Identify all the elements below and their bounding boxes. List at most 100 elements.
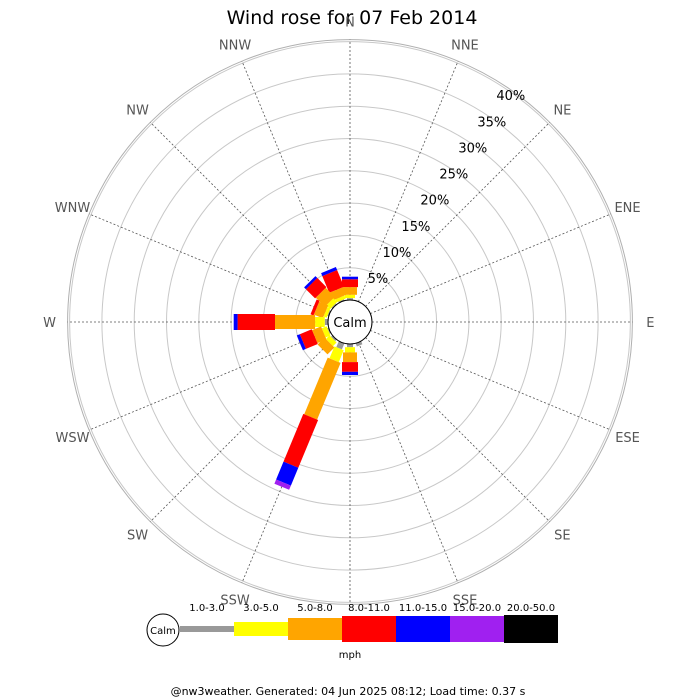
bar-n-1.0-3.0 — [347, 298, 353, 300]
legend-swatch-15.0-20.0 — [450, 616, 504, 642]
bar-s-8.0-11.0 — [342, 362, 358, 372]
direction-label-sse: SSE — [453, 594, 478, 609]
legend-label-11.0-15.0: 11.0-15.0 — [399, 603, 447, 614]
legend-calm-label: Calm — [150, 626, 176, 637]
spoke-sse — [358, 342, 459, 584]
bar-wsw-11.0-15.0 — [296, 334, 306, 351]
ring-label-10: 10% — [382, 246, 411, 261]
bar-nnw-8.0-11.0 — [322, 270, 344, 293]
bar-ssw-5.0-8.0 — [304, 357, 341, 420]
bar-nnw-1.0-3.0 — [338, 299, 345, 303]
spoke-sw — [150, 337, 335, 522]
legend-swatch-1.0-3.0 — [180, 626, 234, 632]
direction-label-ene: ENE — [614, 201, 640, 216]
bar-nnw-3.0-5.0 — [335, 295, 346, 303]
bar-nw-3.0-5.0 — [326, 298, 338, 310]
spoke-se — [365, 337, 550, 522]
direction-spokes — [67, 39, 633, 605]
spoke-ene — [370, 213, 612, 314]
bar-nw-8.0-11.0 — [305, 277, 327, 299]
bar-wsw-1.0-3.0 — [327, 327, 331, 334]
bar-ssw-3.0-5.0 — [329, 346, 344, 363]
direction-labels: NNNENEENEEESESESSESSSWSWWSWWWNWNWNNW — [43, 16, 654, 632]
calm-label: Calm — [333, 316, 366, 331]
bar-s-11.0-15.0 — [342, 371, 358, 375]
legend-label-5.0-8.0: 5.0-8.0 — [297, 603, 332, 614]
direction-label-ne: NE — [553, 104, 571, 119]
legend-label-3.0-5.0: 3.0-5.0 — [243, 603, 278, 614]
legend-unit: mph — [339, 650, 361, 661]
bar-w-5.0-8.0 — [275, 315, 316, 329]
ring-labels: 5% 10% 15% 20% 25% 30% 35% 40% — [368, 89, 526, 287]
legend-swatch-8.0-11.0 — [342, 616, 396, 642]
bar-ssw-8.0-11.0 — [283, 413, 319, 468]
legend-swatch-20.0-50.0 — [504, 615, 558, 643]
spoke-wnw — [88, 213, 330, 314]
legend-label-1.0-3.0: 1.0-3.0 — [189, 603, 224, 614]
chart-title: Wind rose for 07 Feb 2014 — [227, 7, 478, 29]
speed-legend: Calm 1.0-3.0 3.0-5.0 5.0-8.0 8.0-11.0 11.0-1… — [146, 603, 558, 661]
bar-w-11.0-15.0 — [233, 314, 238, 330]
ring-label-25: 25% — [439, 168, 468, 183]
legend-label-15.0-20.0: 15.0-20.0 — [453, 603, 501, 614]
legend-label-8.0-11.0: 8.0-11.0 — [348, 603, 390, 614]
direction-label-ssw: SSW — [220, 594, 250, 609]
legend-swatch-5.0-8.0 — [288, 618, 342, 640]
direction-label-n: N — [345, 16, 355, 31]
ring-label-30: 30% — [458, 141, 487, 156]
bar-wnw-8.0-11.0 — [310, 299, 320, 316]
wind-bars — [233, 267, 363, 490]
bar-w-1.0-3.0 — [324, 319, 328, 325]
bar-nw-11.0-15.0 — [304, 276, 318, 290]
bar-wnw-3.0-5.0 — [323, 307, 331, 318]
spoke-nw — [150, 122, 335, 307]
bar-n-3.0-5.0 — [345, 294, 355, 299]
bar-sse-1.0-3.0 — [355, 341, 363, 347]
bar-wsw-8.0-11.0 — [299, 329, 318, 349]
bar-s-1.0-3.0 — [347, 344, 353, 348]
bar-s-5.0-8.0 — [343, 352, 357, 363]
direction-label-w: W — [43, 316, 56, 331]
spoke-ssw — [241, 342, 342, 584]
bar-n-8.0-11.0 — [342, 279, 358, 288]
bar-ssw-11.0-15.0 — [276, 461, 299, 486]
direction-label-wsw: WSW — [55, 431, 89, 446]
ring-label-15: 15% — [401, 220, 430, 235]
bar-sw-5.0-8.0 — [317, 337, 335, 355]
direction-label-nnw: NNW — [219, 38, 251, 53]
direction-label-ese: ESE — [615, 431, 640, 446]
bar-sw-1.0-3.0 — [331, 335, 337, 341]
legend-label-20.0-50.0: 20.0-50.0 — [507, 603, 555, 614]
bar-wnw-1.0-3.0 — [327, 310, 331, 317]
spoke-nne — [358, 60, 459, 302]
ring-label-20: 20% — [420, 194, 449, 209]
direction-label-se: SE — [554, 528, 570, 543]
direction-label-sw: SW — [127, 528, 148, 543]
bar-wsw-5.0-8.0 — [312, 326, 327, 344]
bar-nw-5.0-8.0 — [315, 287, 335, 307]
direction-label-e: E — [646, 316, 654, 331]
direction-label-nw: NW — [126, 104, 149, 119]
bar-n-11.0-15.0 — [342, 276, 358, 280]
calm-center: Calm — [327, 299, 373, 345]
ring-label-35: 35% — [477, 115, 506, 130]
spoke-nnw — [241, 60, 342, 302]
legend-swatch-3.0-5.0 — [234, 622, 288, 636]
legend-calm-circle — [146, 613, 180, 647]
bar-nnw-11.0-15.0 — [321, 267, 338, 277]
bar-ssw-1.0-3.0 — [336, 341, 345, 350]
footer-text: @nw3weather. Generated: 04 Jun 2025 08:1… — [171, 685, 526, 698]
bar-ssw-15.0-20.0 — [274, 479, 291, 490]
bar-sw-3.0-5.0 — [325, 335, 337, 347]
ring-label-40: 40% — [496, 89, 525, 104]
legend-swatch-11.0-15.0 — [396, 616, 450, 642]
bar-w-8.0-11.0 — [237, 314, 275, 330]
spoke-ese — [370, 330, 612, 431]
bar-wsw-3.0-5.0 — [321, 326, 331, 338]
direction-label-nne: NNE — [451, 38, 479, 53]
bar-wnw-5.0-8.0 — [313, 301, 329, 319]
bar-n-5.0-8.0 — [343, 287, 357, 295]
spoke-wsw — [88, 330, 330, 431]
ring-35 — [101, 73, 599, 571]
